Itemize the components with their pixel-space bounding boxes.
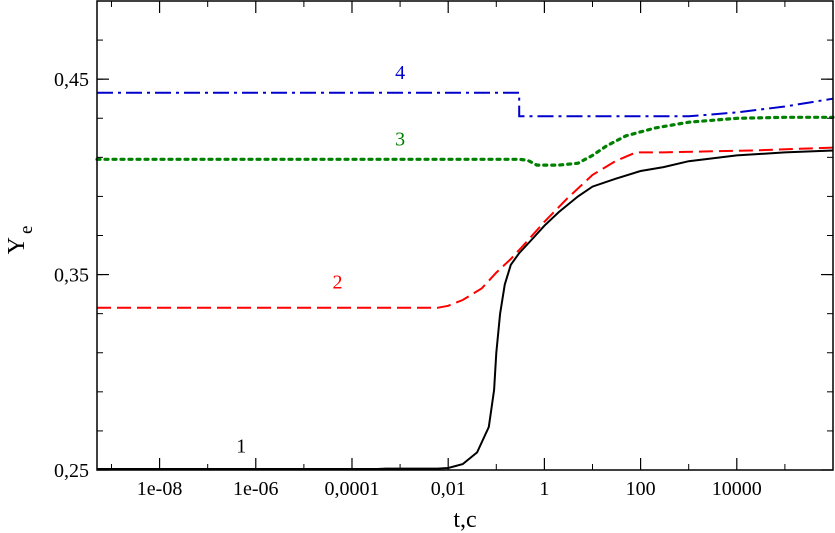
series-layer [95, 91, 835, 470]
ticks-layer: 1e-08 1e-06 0,0001 0,01 1 100 10000 0,25 0,35 0,4… [54, 0, 834, 500]
y-axis-label-sub: e [16, 226, 37, 234]
y-tick-label: 0,35 [54, 265, 89, 287]
series-line-1 [97, 149, 834, 470]
curve-label-3: 3 [395, 129, 405, 151]
y-tick-label: 0,45 [54, 69, 89, 91]
series-line-2 [97, 146, 834, 309]
y-axis-label-main: Y [4, 237, 30, 254]
y-axis-label: Ye [4, 226, 37, 255]
curve-label-1: 1 [236, 435, 246, 457]
series-line-3 [95, 115, 835, 167]
x-tick-label: 0,01 [431, 478, 466, 500]
labels-layer: 1 2 3 4 [236, 62, 405, 457]
curve-label-4: 4 [395, 62, 405, 84]
x-tick-label: 1e-08 [137, 478, 183, 500]
x-tick-label: 0,0001 [324, 478, 379, 500]
x-axis-label: t,c [453, 507, 476, 533]
curve-label-2: 2 [333, 271, 343, 293]
x-tick-label: 10000 [712, 478, 762, 500]
x-tick-label: 1e-06 [233, 478, 279, 500]
x-tick-label: 100 [626, 478, 656, 500]
plot-frame [96, 0, 834, 471]
series-line-4 [97, 91, 834, 118]
x-tick-label: 1 [539, 478, 549, 500]
y-tick-label: 0,25 [54, 460, 89, 482]
